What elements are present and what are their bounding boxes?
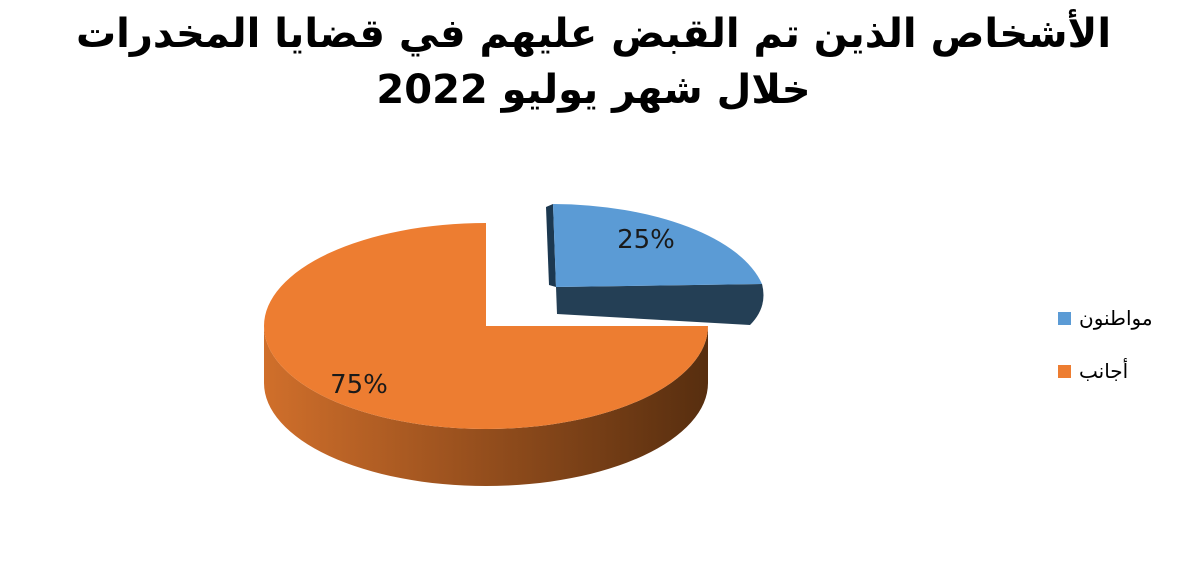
legend: مواطنون أجانب [1058,306,1153,412]
pie-slice-citizens-side [556,284,764,325]
chart-title-line2: خلال شهر يوليو 2022 [376,67,811,113]
pie-slice-foreigners-side [264,326,708,486]
pie-slice-citizens-left-wall [546,204,556,287]
legend-label-citizens: مواطنون [1079,306,1153,330]
pie-slice-citizens-top [553,204,762,287]
pie-label-foreigners: 75% [330,370,388,400]
legend-swatch-citizens [1058,311,1071,325]
legend-item-foreigners: أجانب [1058,359,1153,383]
chart-title-line1: الأشخاص الذين تم القبض عليهم في قضايا ال… [75,11,1112,57]
legend-item-citizens: مواطنون [1058,306,1153,330]
pie-slice-foreigners-top [264,223,708,429]
legend-label-foreigners: أجانب [1079,359,1129,383]
legend-swatch-foreigners [1058,364,1071,378]
chart-title: الأشخاص الذين تم القبض عليهم في قضايا ال… [0,6,1187,118]
pie-label-citizens: 25% [617,225,675,255]
